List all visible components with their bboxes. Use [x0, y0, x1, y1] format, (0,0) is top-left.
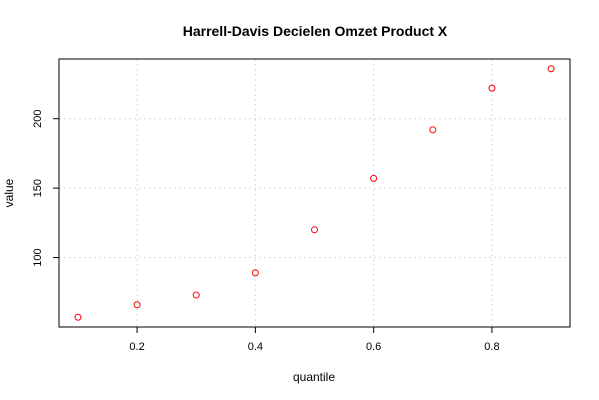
y-tick-label-1: 150 [32, 179, 44, 197]
data-point-3 [251, 269, 259, 277]
chart-title: Harrell-Davis Decielen Omzet Product X [183, 23, 448, 39]
data-point-0 [74, 313, 82, 321]
y-axis: 100 150 200 [32, 110, 60, 267]
y-axis-label: value [2, 178, 16, 207]
plot-frame [58, 58, 571, 328]
y-tick-label-2: 200 [32, 110, 44, 128]
data-point-2 [192, 291, 200, 299]
data-point-7 [488, 84, 496, 92]
grid [59, 59, 570, 327]
data-point-8 [547, 65, 555, 73]
data-point-5 [370, 174, 378, 182]
x-tick-label-3: 0.8 [484, 341, 499, 353]
x-tick-label-0: 0.2 [129, 341, 144, 353]
x-tick-label-1: 0.4 [248, 341, 263, 353]
data-points [74, 65, 555, 321]
data-point-6 [429, 126, 437, 134]
y-tick-label-0: 100 [32, 248, 44, 266]
x-tick-label-2: 0.6 [366, 341, 381, 353]
data-point-4 [311, 226, 318, 234]
data-point-1 [133, 301, 141, 309]
x-axis-label: quantile [293, 370, 335, 384]
x-axis: 0.2 0.4 0.6 0.8 [129, 326, 500, 353]
